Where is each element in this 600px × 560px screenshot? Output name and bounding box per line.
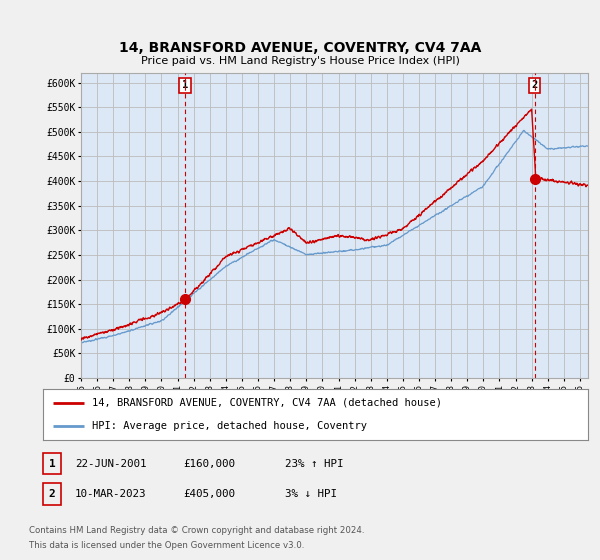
Text: 22-JUN-2001: 22-JUN-2001 bbox=[75, 459, 146, 469]
Text: £405,000: £405,000 bbox=[183, 489, 235, 499]
Text: 1: 1 bbox=[49, 459, 56, 469]
Text: 1: 1 bbox=[182, 80, 188, 90]
Text: Price paid vs. HM Land Registry's House Price Index (HPI): Price paid vs. HM Land Registry's House … bbox=[140, 56, 460, 66]
Text: 3% ↓ HPI: 3% ↓ HPI bbox=[285, 489, 337, 499]
Text: HPI: Average price, detached house, Coventry: HPI: Average price, detached house, Cove… bbox=[92, 421, 367, 431]
Text: £160,000: £160,000 bbox=[183, 459, 235, 469]
Text: 23% ↑ HPI: 23% ↑ HPI bbox=[285, 459, 343, 469]
Text: 2: 2 bbox=[49, 489, 56, 499]
Text: 14, BRANSFORD AVENUE, COVENTRY, CV4 7AA: 14, BRANSFORD AVENUE, COVENTRY, CV4 7AA bbox=[119, 41, 481, 55]
Text: Contains HM Land Registry data © Crown copyright and database right 2024.: Contains HM Land Registry data © Crown c… bbox=[29, 526, 364, 535]
Text: 2: 2 bbox=[532, 80, 538, 90]
Text: 14, BRANSFORD AVENUE, COVENTRY, CV4 7AA (detached house): 14, BRANSFORD AVENUE, COVENTRY, CV4 7AA … bbox=[92, 398, 442, 408]
Text: This data is licensed under the Open Government Licence v3.0.: This data is licensed under the Open Gov… bbox=[29, 541, 304, 550]
Text: 10-MAR-2023: 10-MAR-2023 bbox=[75, 489, 146, 499]
